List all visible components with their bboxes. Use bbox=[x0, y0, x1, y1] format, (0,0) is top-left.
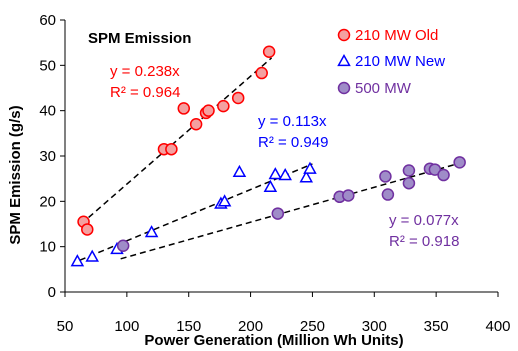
legend-label-3: 500 MW bbox=[355, 80, 412, 97]
annotation-3-line-1: y = 0.077x bbox=[389, 212, 459, 229]
series-1-point bbox=[217, 99, 230, 113]
series-2-point bbox=[70, 254, 85, 267]
series-2-point bbox=[232, 164, 247, 178]
series-1-point bbox=[262, 45, 276, 58]
series-3-point bbox=[379, 170, 392, 183]
x-tick-label: 50 bbox=[57, 318, 74, 335]
legend-label-1: 210 MW Old bbox=[355, 27, 438, 44]
x-tick-label: 250 bbox=[300, 318, 325, 335]
series-2-point bbox=[299, 170, 314, 183]
x-tick-label: 100 bbox=[114, 318, 139, 335]
y-axis-title: SPM Emission (g/s) bbox=[7, 105, 24, 244]
legend-label-2: 210 MW New bbox=[355, 53, 445, 70]
series-2-point bbox=[85, 249, 99, 262]
series-2-point bbox=[278, 167, 292, 181]
y-tick-label: 40 bbox=[39, 103, 56, 120]
x-axis-title: Power Generation (Million Wh Units) bbox=[144, 332, 403, 349]
axes: 0 10 20 30 40 50 60 50 100 150 200 250 300 350 400 bbox=[39, 12, 510, 335]
x-tick-label: 150 bbox=[176, 318, 201, 335]
annotation-1-line-2: R² = 0.964 bbox=[110, 84, 180, 101]
trendline-annotations: y = 0.238x R² = 0.964 y = 0.113x R² = 0.949… bbox=[110, 63, 459, 250]
data-points bbox=[70, 45, 466, 267]
series-3-point bbox=[428, 163, 442, 176]
trendline-1 bbox=[80, 57, 273, 225]
series-3-point bbox=[342, 189, 355, 202]
y-tick-label: 60 bbox=[39, 12, 56, 29]
series-1-point bbox=[177, 102, 191, 115]
legend-marker-2 bbox=[337, 53, 351, 67]
series-2-point bbox=[263, 179, 278, 192]
series-3-point bbox=[271, 207, 285, 220]
y-tick-label: 0 bbox=[48, 284, 56, 301]
series-2-point bbox=[303, 161, 317, 174]
legend-marker-1 bbox=[337, 28, 351, 42]
series-3-point bbox=[453, 156, 466, 169]
annotation-3-line-2: R² = 0.918 bbox=[389, 233, 459, 250]
series-1-point bbox=[189, 118, 203, 131]
series-3-point bbox=[116, 239, 130, 253]
x-tick-label: 350 bbox=[424, 318, 449, 335]
annotation-2-line-2: R² = 0.949 bbox=[258, 134, 328, 151]
x-tick-label: 300 bbox=[362, 318, 387, 335]
series-2-point bbox=[144, 225, 159, 238]
series-2-point bbox=[268, 167, 283, 180]
y-tick-label: 20 bbox=[39, 193, 56, 210]
annotation-1-line-1: y = 0.238x bbox=[110, 63, 180, 80]
x-tick-label: 400 bbox=[485, 318, 510, 335]
y-tick-label: 30 bbox=[39, 148, 56, 165]
series-3-point bbox=[402, 176, 416, 190]
series-2-point bbox=[217, 194, 232, 207]
annotation-2-line-1: y = 0.113x bbox=[258, 113, 327, 130]
y-tick-label: 10 bbox=[39, 239, 56, 256]
series-3-point bbox=[437, 168, 450, 182]
series-1-point bbox=[255, 66, 268, 80]
chart-title: SPM Emission bbox=[88, 30, 191, 47]
x-tick-label: 200 bbox=[238, 318, 263, 335]
series-1-point bbox=[202, 104, 215, 117]
y-tick-label: 50 bbox=[39, 57, 56, 74]
series-1-point bbox=[81, 223, 94, 236]
series-3-point bbox=[381, 188, 395, 201]
legend: 210 MW Old 210 MW New 500 MW bbox=[337, 27, 445, 97]
series-1-point bbox=[165, 142, 178, 156]
series-3-point bbox=[402, 164, 416, 177]
legend-marker-3 bbox=[337, 81, 351, 95]
series-1-point bbox=[231, 91, 245, 105]
